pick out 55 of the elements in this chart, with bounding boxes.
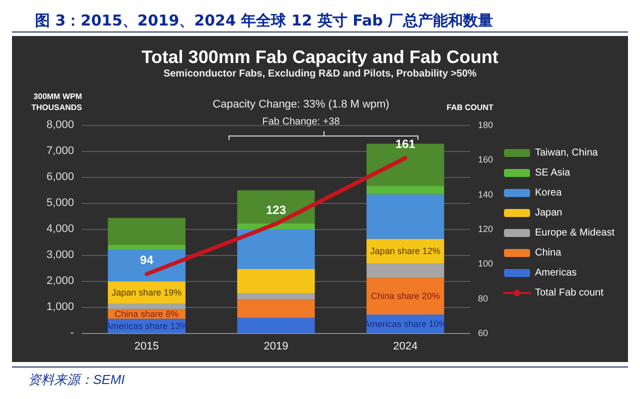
bar xyxy=(108,250,186,282)
y-tick-label: 4,000 xyxy=(46,223,74,235)
data-label: Japan share 12% xyxy=(370,246,440,256)
chart-subtitle: Total 300mm Fab Capacity and Fab Count xyxy=(142,47,498,67)
legend-label: Total Fab count xyxy=(535,288,604,298)
y2-axis-title: FAB COUNT xyxy=(446,103,494,112)
y2-tick-label: 120 xyxy=(478,224,494,234)
legend-label: Europe & Mideast xyxy=(535,228,615,238)
bar xyxy=(237,318,315,333)
bar xyxy=(237,292,315,300)
y-tick-label: 3,000 xyxy=(46,249,74,261)
bar xyxy=(108,244,186,250)
x-tick-label: 2019 xyxy=(264,340,288,352)
data-label: 94 xyxy=(140,253,154,268)
data-label: China share 8% xyxy=(114,308,179,319)
y-tick-label: 5,000 xyxy=(46,197,74,209)
legend-label: China xyxy=(535,248,562,258)
y-tick-label: 7,000 xyxy=(46,145,74,157)
y2-tick-label: 160 xyxy=(478,154,494,165)
bar xyxy=(366,264,444,278)
x-tick-label: 2024 xyxy=(393,340,418,352)
x-tick-label: 2015 xyxy=(134,340,159,352)
text: 资料来源：SEMI xyxy=(28,372,126,387)
bar xyxy=(237,269,315,293)
legend-label: Japan xyxy=(535,208,562,218)
data-label: Japan share 19% xyxy=(112,288,182,298)
y2-tick-label: 60 xyxy=(478,328,488,338)
bar xyxy=(108,218,186,245)
text: Capacity Change: 33% (1.8 M wpm) xyxy=(212,98,390,110)
y2-tick-label: 100 xyxy=(478,258,494,269)
bar xyxy=(366,186,444,194)
y-axis-title: 300MM WPM THOUSANDS xyxy=(31,92,83,112)
legend-label: Taiwan, China xyxy=(535,148,598,158)
y2-tick-label: 180 xyxy=(478,120,494,130)
text: Semiconductor Fabs, Excluding R&D and Pilots, Probability >50% xyxy=(163,68,477,80)
legend-label: Americas xyxy=(535,268,577,278)
legend-label: Korea xyxy=(535,188,562,198)
y-tick-label: 2,000 xyxy=(46,275,74,287)
bar xyxy=(237,300,315,318)
y2-tick-label: 140 xyxy=(478,189,494,200)
y-tick-label: - xyxy=(70,327,74,339)
bar xyxy=(237,230,315,270)
y-tick-label: 6,000 xyxy=(46,171,74,183)
data-label: 161 xyxy=(395,136,416,151)
y-tick-label: 1,000 xyxy=(46,301,74,313)
data-label: China share 20% xyxy=(370,291,440,302)
legend-label: SE Asia xyxy=(535,168,570,178)
chart-title: 图 3：2015、2019、2024 年全球 12 英寸 Fab 厂总产能和数量 xyxy=(35,12,494,30)
y-tick-label: 8,000 xyxy=(46,119,74,131)
annotation: Fab Change: +38 xyxy=(262,116,340,128)
bar xyxy=(366,194,444,239)
bar xyxy=(108,304,186,310)
y2-tick-label: 80 xyxy=(478,293,488,304)
bar xyxy=(366,278,444,315)
data-label: 123 xyxy=(266,202,286,217)
